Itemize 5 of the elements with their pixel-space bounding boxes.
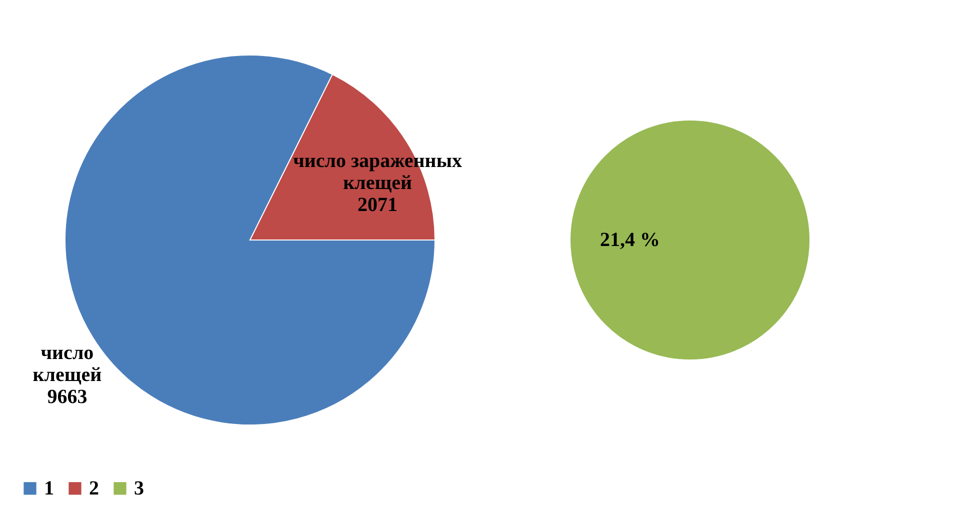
legend-label: 3 xyxy=(134,477,144,500)
data-label: 21,4 % xyxy=(600,229,660,251)
legend-label: 2 xyxy=(89,477,99,500)
data-label: число клещей 9663 xyxy=(32,342,102,408)
legend-label: 1 xyxy=(44,477,54,500)
